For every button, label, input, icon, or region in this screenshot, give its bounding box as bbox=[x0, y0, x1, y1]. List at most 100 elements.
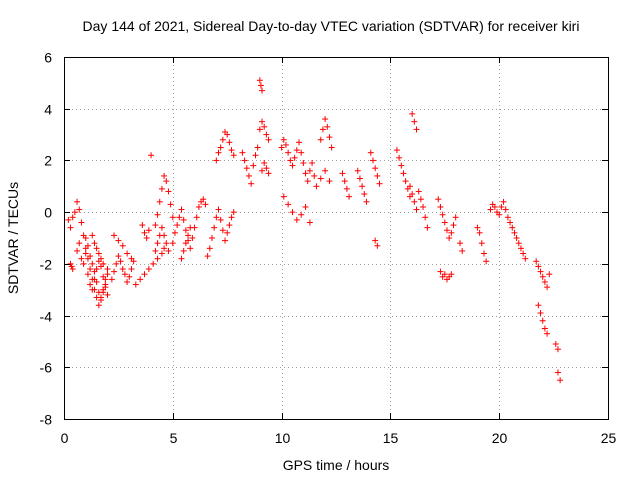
data-point bbox=[302, 170, 309, 177]
data-point bbox=[367, 149, 374, 156]
x-tick-label: 20 bbox=[492, 430, 508, 446]
data-point bbox=[372, 165, 379, 172]
data-point bbox=[161, 172, 168, 179]
data-point bbox=[480, 250, 487, 257]
data-point bbox=[474, 224, 481, 231]
data-point bbox=[178, 255, 185, 262]
data-point bbox=[211, 224, 218, 231]
data-point bbox=[439, 211, 446, 218]
data-point bbox=[311, 172, 318, 179]
data-point bbox=[150, 260, 157, 267]
data-point bbox=[478, 240, 485, 247]
data-point bbox=[515, 240, 522, 247]
data-point bbox=[339, 170, 346, 177]
data-point bbox=[104, 271, 111, 278]
data-point bbox=[69, 214, 76, 221]
data-point bbox=[280, 136, 287, 143]
data-point bbox=[452, 214, 459, 221]
data-point bbox=[257, 82, 264, 89]
data-point bbox=[356, 175, 363, 182]
data-point bbox=[374, 172, 381, 179]
data-point bbox=[513, 235, 520, 241]
data-point bbox=[409, 191, 416, 198]
data-point bbox=[145, 227, 152, 234]
data-point bbox=[554, 369, 561, 376]
data-point bbox=[124, 250, 131, 257]
data-point bbox=[76, 240, 83, 247]
data-point bbox=[413, 206, 420, 213]
data-point bbox=[241, 157, 248, 164]
data-point bbox=[259, 118, 266, 125]
data-point bbox=[187, 245, 194, 252]
data-point bbox=[189, 235, 196, 241]
data-point bbox=[500, 198, 507, 205]
data-point bbox=[278, 144, 285, 151]
data-point bbox=[219, 227, 226, 234]
data-point bbox=[450, 222, 457, 229]
data-point bbox=[265, 170, 272, 177]
data-point bbox=[215, 206, 222, 213]
data-point bbox=[424, 224, 431, 231]
data-point bbox=[285, 149, 292, 156]
y-tick-label: 6 bbox=[44, 50, 52, 66]
data-point bbox=[93, 278, 100, 285]
data-point bbox=[435, 196, 442, 203]
data-point bbox=[363, 198, 370, 205]
data-point bbox=[65, 216, 72, 223]
data-point bbox=[213, 157, 220, 164]
data-point bbox=[296, 139, 303, 146]
data-point bbox=[502, 206, 509, 213]
data-point bbox=[97, 255, 104, 262]
data-point bbox=[228, 214, 235, 221]
data-point bbox=[546, 271, 553, 278]
data-point bbox=[398, 162, 405, 169]
data-point bbox=[298, 211, 305, 218]
data-point bbox=[71, 209, 78, 216]
data-point bbox=[100, 289, 107, 296]
data-point bbox=[165, 247, 172, 254]
data-point bbox=[557, 377, 564, 384]
data-point bbox=[309, 160, 316, 167]
data-point bbox=[300, 160, 307, 167]
data-point bbox=[539, 317, 546, 324]
data-point bbox=[520, 250, 527, 257]
data-point bbox=[74, 247, 81, 254]
data-point bbox=[143, 235, 150, 241]
data-point bbox=[115, 237, 122, 244]
data-point bbox=[313, 183, 320, 190]
data-point bbox=[411, 118, 418, 125]
data-point bbox=[376, 180, 383, 187]
data-point bbox=[226, 222, 233, 229]
data-point bbox=[400, 170, 407, 177]
data-point bbox=[115, 253, 122, 260]
data-point bbox=[89, 232, 96, 239]
data-point bbox=[230, 152, 237, 159]
data-point bbox=[476, 229, 483, 236]
data-point bbox=[145, 266, 152, 273]
data-point bbox=[195, 203, 202, 210]
y-tick-label: -4 bbox=[40, 309, 53, 325]
data-point bbox=[67, 224, 74, 231]
data-point bbox=[204, 253, 211, 260]
data-point bbox=[213, 214, 220, 221]
data-point bbox=[215, 149, 222, 156]
data-point bbox=[498, 203, 505, 210]
data-point bbox=[504, 214, 511, 221]
y-tick-label: 2 bbox=[44, 153, 52, 169]
data-point bbox=[91, 240, 98, 247]
data-point bbox=[324, 123, 331, 130]
data-point bbox=[161, 232, 168, 239]
data-point bbox=[343, 185, 350, 192]
data-points bbox=[65, 77, 564, 384]
data-point bbox=[111, 268, 118, 275]
y-tick-label: -6 bbox=[40, 360, 53, 376]
data-point bbox=[280, 193, 287, 200]
data-point bbox=[95, 250, 102, 257]
data-point bbox=[224, 229, 231, 236]
data-point bbox=[459, 247, 466, 254]
y-axis-label: SDTVAR / TECUs bbox=[5, 182, 21, 294]
data-point bbox=[448, 271, 455, 278]
data-point bbox=[448, 229, 455, 236]
data-point bbox=[226, 139, 233, 146]
data-point bbox=[372, 237, 379, 244]
